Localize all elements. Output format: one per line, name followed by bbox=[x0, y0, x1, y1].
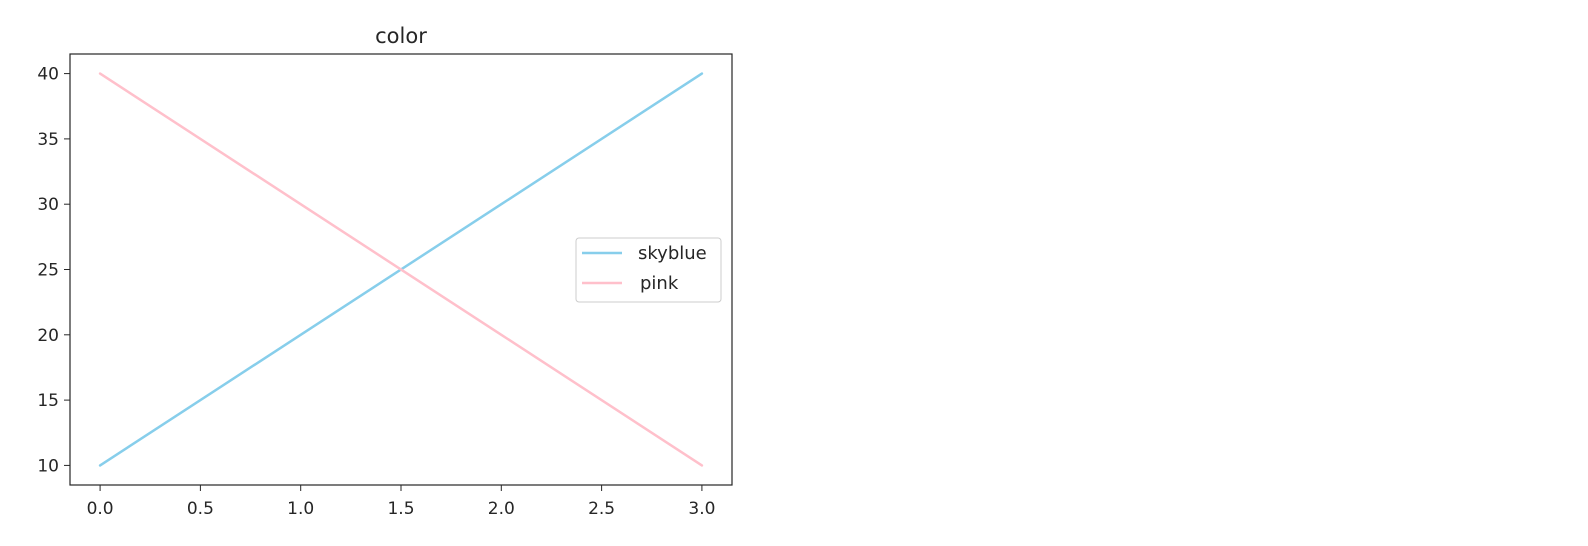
x-tick-label: 2.5 bbox=[588, 499, 615, 519]
y-tick-label: 20 bbox=[37, 326, 59, 346]
y-tick-label: 35 bbox=[37, 130, 59, 150]
legend-label-pink: pink bbox=[640, 273, 679, 294]
series-line-pink bbox=[98, 72, 704, 467]
chart-title: color bbox=[375, 24, 427, 48]
x-axis: 0.0 0.5 1.0 1.5 2.0 2.5 3.0 bbox=[87, 485, 715, 519]
legend: skyblue pink bbox=[575, 237, 722, 303]
x-tick-label: 1.0 bbox=[287, 499, 314, 519]
x-tick-label: 0.5 bbox=[187, 499, 214, 519]
series-layer bbox=[98, 72, 704, 467]
y-tick-label: 25 bbox=[37, 261, 59, 281]
legend-label-skyblue: skyblue bbox=[638, 243, 707, 264]
x-tick-label: 1.5 bbox=[387, 499, 414, 519]
x-tick-label: 2.0 bbox=[488, 499, 515, 519]
y-tick-label: 15 bbox=[37, 391, 59, 411]
y-tick-label: 40 bbox=[37, 65, 59, 85]
y-tick-label: 10 bbox=[37, 456, 59, 476]
x-tick-label: 3.0 bbox=[688, 499, 715, 519]
y-axis: 10 15 20 25 30 35 40 bbox=[37, 65, 70, 476]
x-tick-label: 0.0 bbox=[87, 499, 114, 519]
y-tick-label: 30 bbox=[37, 195, 59, 215]
